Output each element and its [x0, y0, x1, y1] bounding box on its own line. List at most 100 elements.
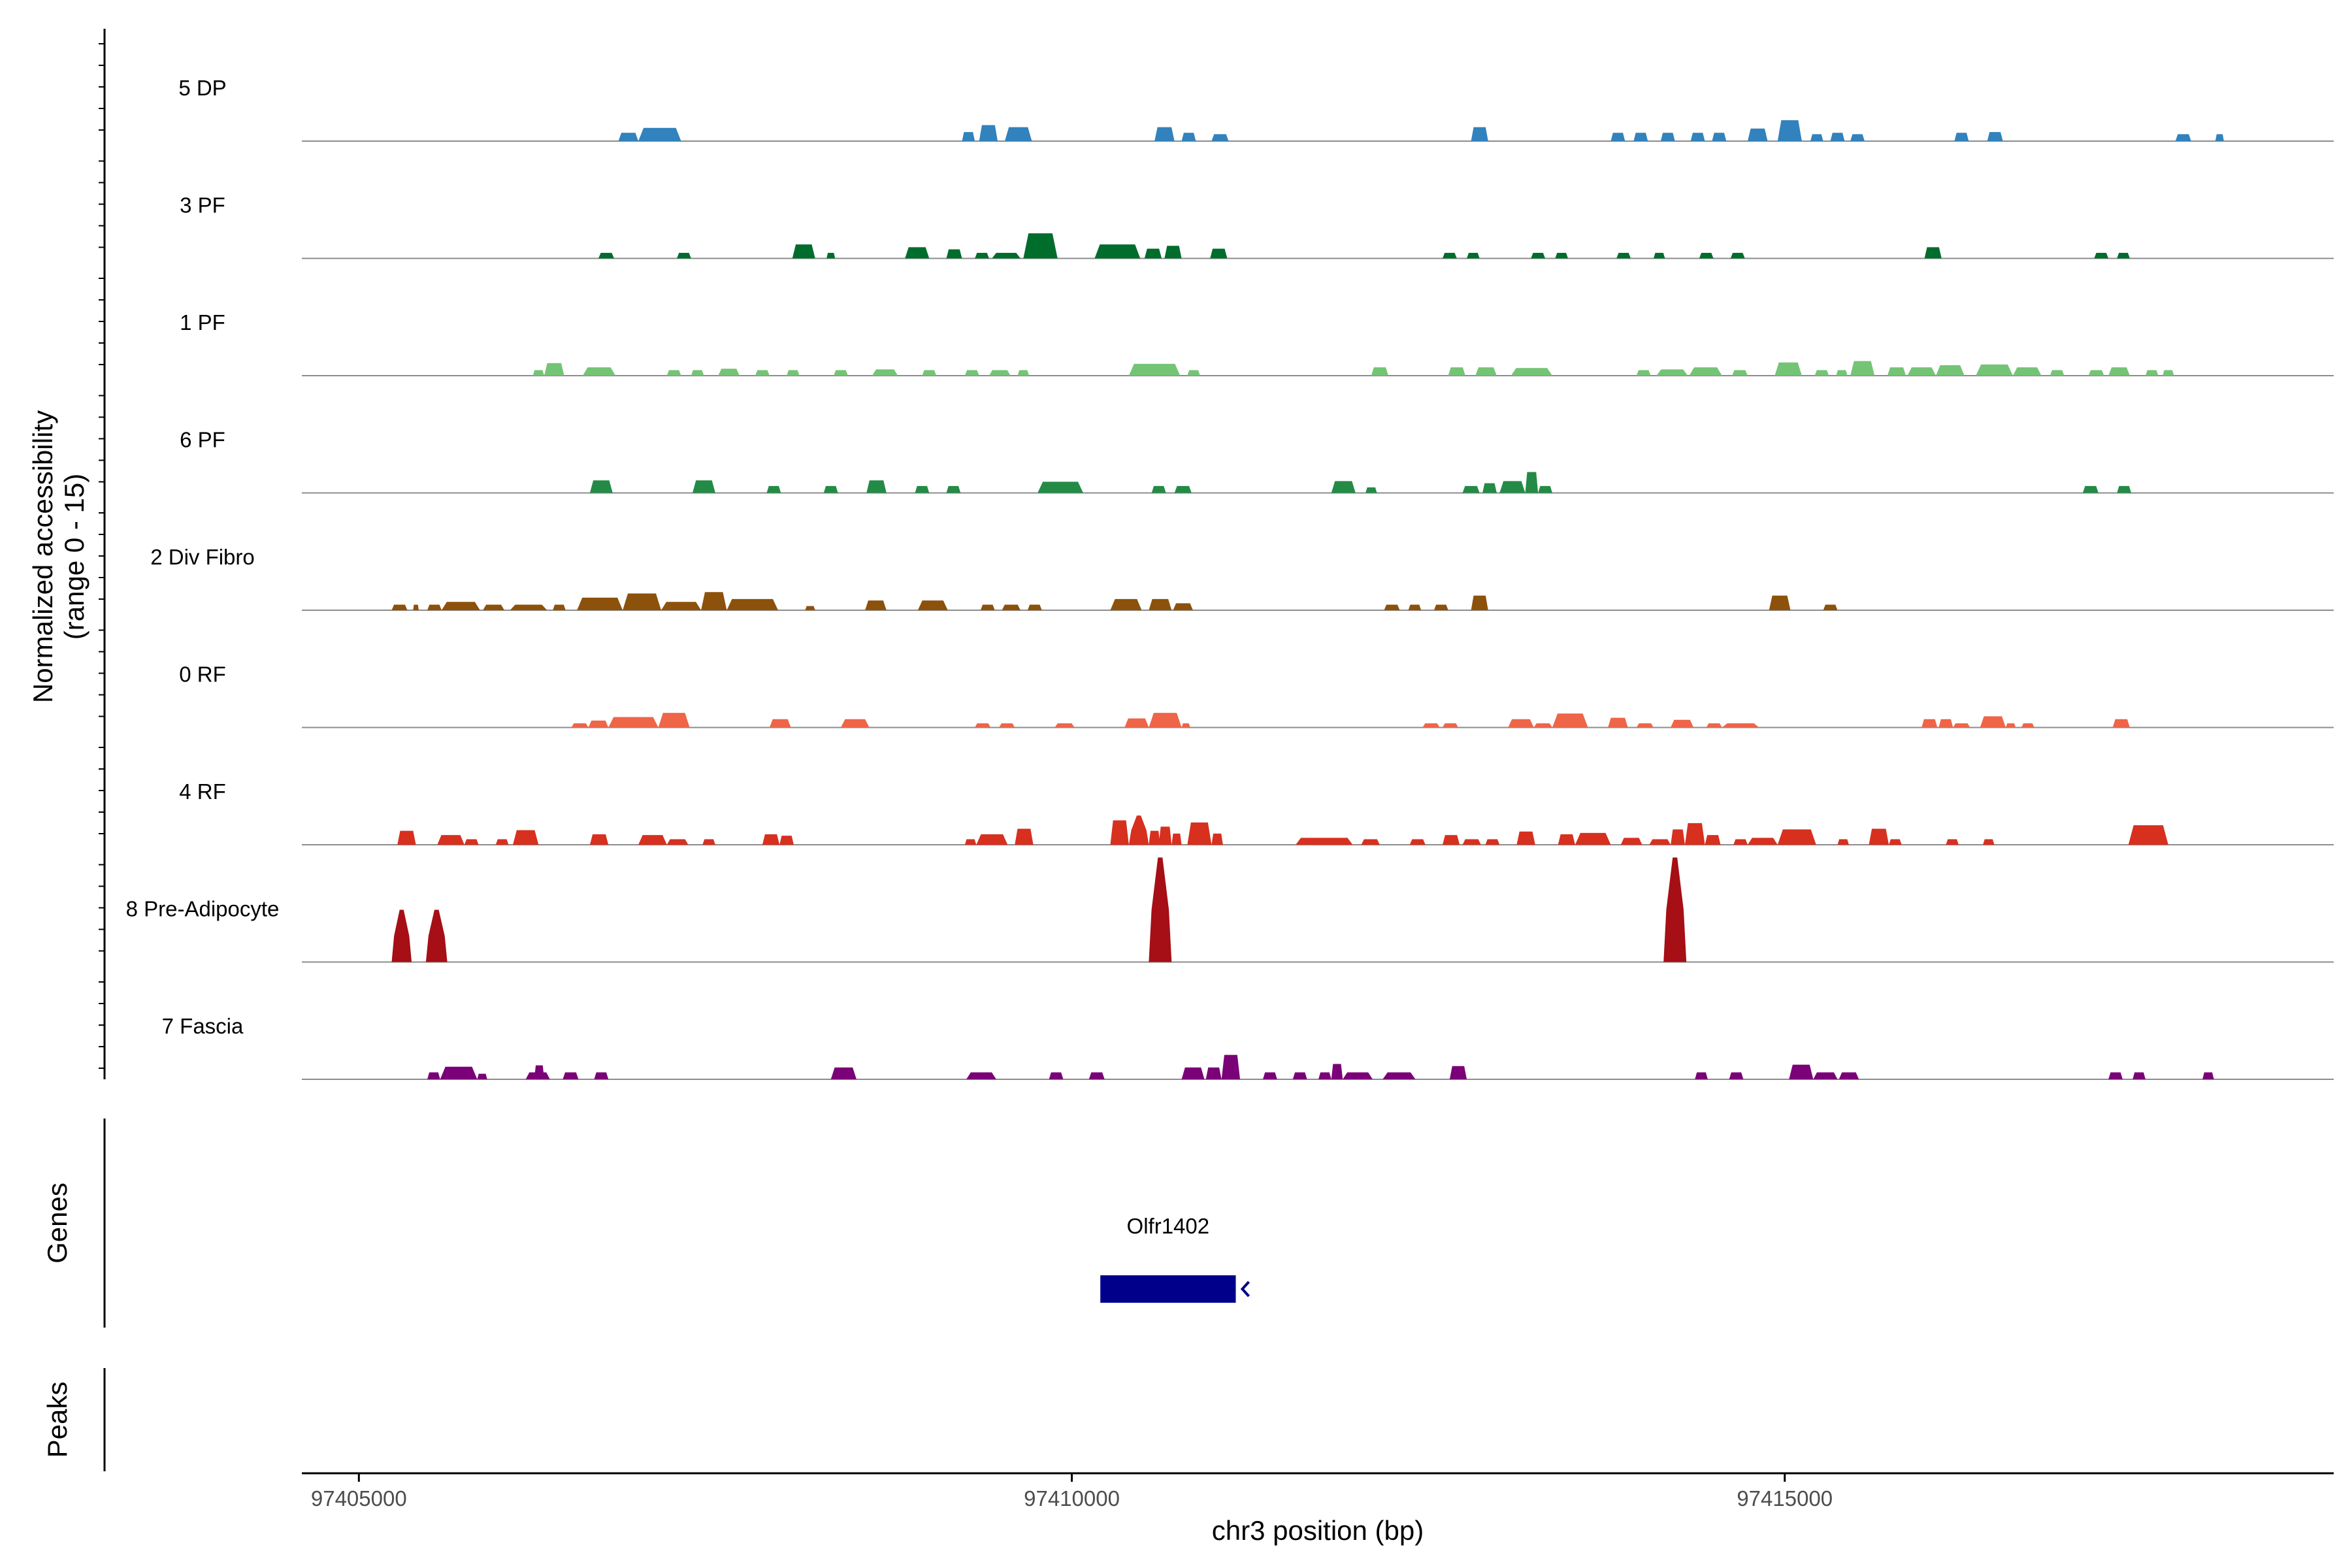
- coverage-peak: [2163, 370, 2174, 376]
- coverage-peak: [1813, 1072, 1838, 1079]
- coverage-peak: [638, 835, 667, 845]
- coverage-peak: [1442, 835, 1460, 845]
- coverage-peak: [762, 834, 780, 845]
- coverage-peak: [1980, 716, 2006, 728]
- coverage-peak: [1733, 839, 1748, 845]
- coverage-peak: [441, 602, 480, 610]
- coverage-peak: [1516, 831, 1535, 845]
- coverage-peak: [976, 834, 1008, 845]
- coverage-peak: [1533, 723, 1553, 728]
- track-label: 8 Pre-Adipocyte: [126, 897, 280, 921]
- coverage-peak: [766, 485, 781, 493]
- track-label: 3 PF: [180, 193, 225, 218]
- coverage-peak: [2108, 367, 2130, 376]
- coverage-peak: [1671, 829, 1685, 845]
- coverage-peak: [2145, 370, 2159, 376]
- gene-label: Olfr1402: [1127, 1214, 1210, 1238]
- coverage-peak: [1531, 252, 1546, 259]
- coverage-peak: [1023, 233, 1058, 259]
- coverage-peak: [988, 370, 1011, 376]
- coverage-peak: [618, 133, 639, 141]
- peaks-panel: Peaks: [42, 1368, 106, 1471]
- gene-track: Olfr1402: [1100, 1214, 1250, 1303]
- coverage-peak: [676, 252, 691, 259]
- coverage-peak: [1174, 485, 1192, 493]
- coverage-peak: [2082, 485, 2099, 493]
- coverage-peak: [1954, 133, 1969, 141]
- coverage-peak: [1149, 830, 1160, 845]
- coverage-peak: [1433, 604, 1448, 610]
- coverage-peak: [1987, 132, 2003, 141]
- coverage-peak: [1887, 367, 1906, 376]
- coverage-peak: [1408, 604, 1422, 610]
- coverage-peak: [391, 909, 412, 962]
- genes-panel-label: Genes: [42, 1183, 73, 1264]
- coverage-peak: [1449, 1066, 1467, 1079]
- coverage-peak: [1608, 717, 1628, 728]
- coverage-peak: [1017, 370, 1030, 376]
- coverage-peak: [979, 125, 998, 141]
- coverage-peak: [1149, 598, 1172, 610]
- coverage-peak: [1149, 857, 1172, 962]
- coverage-peak: [922, 370, 937, 376]
- coverage-peak: [872, 369, 898, 376]
- coverage-peak: [1836, 370, 1848, 376]
- coverage-peak: [1732, 370, 1748, 376]
- coverage-peak: [727, 598, 778, 610]
- coverage-peak: [2112, 719, 2130, 728]
- coverage-peak: [1699, 252, 1714, 259]
- coverage-peak: [779, 836, 794, 845]
- coverage-peak: [544, 363, 564, 376]
- coverage-peak: [1205, 1067, 1222, 1079]
- coverage-peak: [1924, 247, 1942, 259]
- coverage-peak: [975, 252, 989, 259]
- coverage-peak: [1837, 839, 1849, 845]
- coverage-peak: [769, 719, 791, 728]
- coverage-peak: [1384, 604, 1400, 610]
- coverage-peak: [1689, 367, 1722, 376]
- coverage-peak: [1946, 839, 1959, 845]
- coverage-peak: [589, 834, 609, 845]
- coverage-peak: [598, 252, 614, 259]
- coverage-peak: [980, 604, 995, 610]
- coverage-peak: [1015, 828, 1034, 845]
- coverage-peak: [830, 1067, 857, 1079]
- track-2-div-fibro: 2 Div Fibro: [150, 545, 2334, 611]
- coverage-peak: [718, 368, 740, 376]
- coverage-peak: [1889, 839, 1902, 845]
- coverage-peak: [1823, 604, 1838, 610]
- coverage-peak: [658, 713, 690, 728]
- x-tick-label: 97405000: [311, 1486, 407, 1511]
- gene-strand-arrow: [1240, 1281, 1250, 1298]
- coverage-peak: [666, 370, 681, 376]
- coverage-peak: [905, 247, 930, 259]
- coverage-peak: [1181, 133, 1196, 141]
- coverage-peak: [553, 604, 566, 610]
- coverage-peak: [1695, 1072, 1708, 1079]
- coverage-peak: [1729, 1072, 1744, 1079]
- coverage-peak: [666, 839, 689, 845]
- coverage-peak: [1660, 133, 1675, 141]
- coverage-peak: [2094, 252, 2109, 259]
- coverage-peak: [792, 244, 815, 259]
- coverage-peak: [1361, 839, 1380, 845]
- coverage-peak: [1789, 1064, 1814, 1079]
- coverage-peak: [1164, 246, 1182, 259]
- coverage-peak: [1371, 367, 1389, 376]
- coverage-peak: [437, 835, 465, 845]
- x-tick-label: 97415000: [1737, 1486, 1833, 1511]
- coverage-peak: [1471, 595, 1488, 610]
- coverage-peak: [1144, 248, 1162, 259]
- coverage-peak: [483, 604, 504, 610]
- track-3-pf: 3 PF: [180, 193, 2334, 259]
- coverage-peak: [1555, 252, 1569, 259]
- coverage-peak: [589, 480, 613, 493]
- coverage-peak: [1953, 723, 1970, 728]
- coverage-peak: [1292, 1072, 1307, 1079]
- coverage-peak: [1730, 252, 1745, 259]
- coverage-peak: [823, 485, 838, 493]
- coverage-peak: [1210, 248, 1228, 259]
- x-axis-title: chr3 position (bp): [1212, 1515, 1424, 1546]
